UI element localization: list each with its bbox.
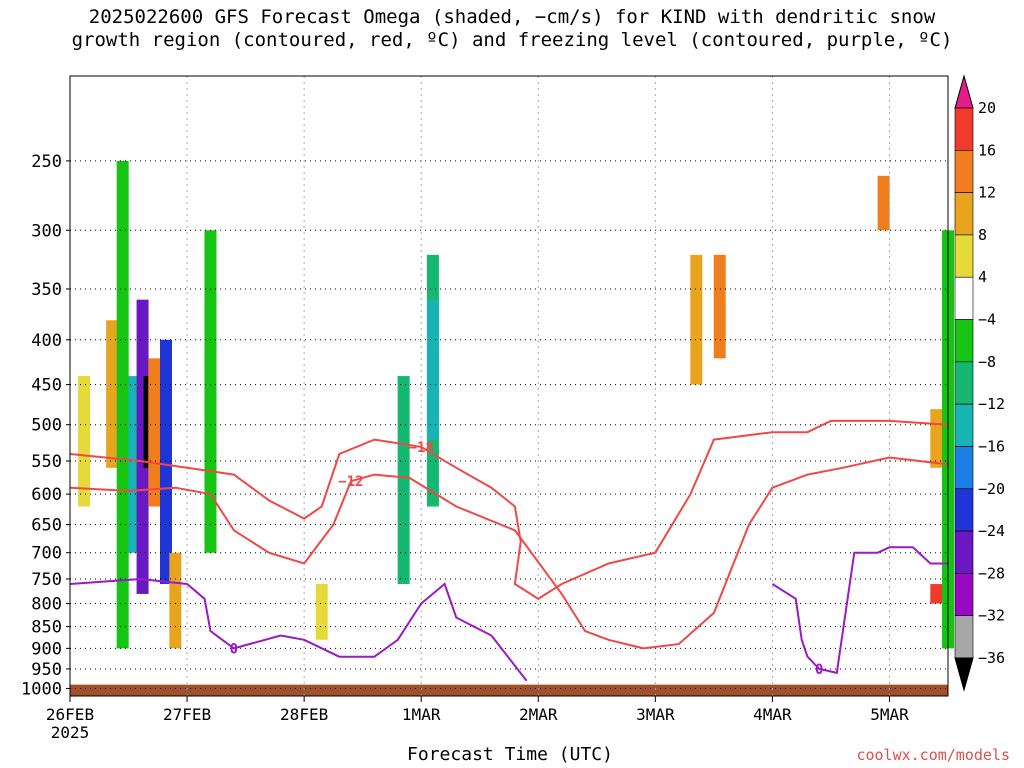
x-tick-label: 5MAR bbox=[870, 705, 909, 724]
colorbar-label: 16 bbox=[978, 141, 996, 159]
dgz-contour-label: −12 bbox=[338, 474, 363, 490]
x-tick-label: 27FEB bbox=[163, 705, 211, 724]
y-tick-label: 1000 bbox=[21, 679, 62, 699]
colorbar-bin bbox=[954, 107, 974, 151]
freezing-level-contour bbox=[69, 577, 528, 682]
y-tick-label: 300 bbox=[31, 221, 62, 241]
chart-title: 2025022600 GFS Forecast Omega (shaded, −… bbox=[0, 6, 1024, 52]
omega-cell bbox=[159, 339, 172, 585]
colorbar-label: −24 bbox=[978, 522, 1005, 540]
omega-cell bbox=[78, 376, 91, 507]
colorbar-bin bbox=[954, 319, 974, 363]
title-line-2: growth region (contoured, red, ºC) and f… bbox=[71, 29, 953, 51]
omega-cell bbox=[426, 299, 439, 440]
colorbar-label: −8 bbox=[978, 353, 996, 371]
omega-cell bbox=[397, 376, 410, 585]
colorbar: 20 16 12 8 4 −4 −8 −12 −16 −20 −24 −28 −32 −36 bbox=[954, 74, 1005, 692]
colorbar-bin bbox=[954, 530, 974, 574]
colorbar-bin bbox=[954, 361, 974, 405]
colorbar-label: −32 bbox=[978, 607, 1005, 625]
y-axis: 2503003504004505005506006507007508008509… bbox=[21, 152, 70, 699]
y-tick-label: 600 bbox=[31, 485, 62, 505]
colorbar-bin bbox=[954, 403, 974, 447]
y-tick-label: 650 bbox=[31, 516, 62, 536]
colorbar-label: −4 bbox=[978, 311, 996, 329]
omega-cell bbox=[169, 552, 182, 649]
y-tick-label: 800 bbox=[31, 595, 62, 615]
colorbar-label: −16 bbox=[978, 437, 1005, 455]
colorbar-bin bbox=[954, 276, 974, 320]
x-tick-label: 3MAR bbox=[636, 705, 675, 724]
colorbar-bin bbox=[954, 234, 974, 278]
omega-shading bbox=[78, 160, 954, 649]
freezing-level-contour-label: 0 bbox=[230, 641, 238, 657]
colorbar-label: −20 bbox=[978, 480, 1005, 498]
omega-cell bbox=[315, 584, 328, 640]
colorbar-bin bbox=[954, 192, 974, 236]
x-axis-label: Forecast Time (UTC) bbox=[407, 744, 613, 765]
colorbar-label: 8 bbox=[978, 226, 987, 244]
contour-lines: −18 −12 0 0 bbox=[69, 419, 949, 682]
ground-layer bbox=[70, 684, 948, 696]
x-tick-sublabel: 2025 bbox=[51, 723, 90, 742]
colorbar-bin bbox=[954, 488, 974, 532]
y-tick-label: 700 bbox=[31, 544, 62, 564]
dgz-contour bbox=[69, 419, 949, 600]
omega-cell bbox=[106, 320, 119, 468]
x-tick-label: 28FEB bbox=[280, 705, 328, 724]
y-tick-label: 850 bbox=[31, 618, 62, 638]
title-line-1: 2025022600 GFS Forecast Omega (shaded, −… bbox=[88, 6, 936, 28]
colorbar-bottom-arrow bbox=[954, 657, 974, 692]
y-tick-label: 950 bbox=[31, 660, 62, 680]
colorbar-label: −28 bbox=[978, 564, 1005, 582]
colorbar-label: −36 bbox=[978, 649, 1005, 667]
colorbar-bin bbox=[954, 150, 974, 193]
colorbar-top-arrow bbox=[954, 74, 974, 109]
y-tick-label: 400 bbox=[31, 331, 62, 351]
omega-cell bbox=[136, 299, 149, 594]
omega-cell bbox=[930, 584, 943, 604]
colorbar-label: 12 bbox=[978, 184, 996, 202]
y-tick-label: 450 bbox=[31, 376, 62, 396]
y-tick-label: 750 bbox=[31, 570, 62, 590]
colorbar-label: −12 bbox=[978, 395, 1005, 413]
y-tick-label: 250 bbox=[31, 152, 62, 172]
x-tick-label: 4MAR bbox=[753, 705, 792, 724]
colorbar-label: 4 bbox=[978, 268, 987, 286]
freezing-level-contour bbox=[771, 546, 948, 675]
x-tick-label: 26FEB bbox=[46, 705, 94, 724]
omega-cell bbox=[690, 254, 703, 385]
x-tick-label: 2MAR bbox=[519, 705, 558, 724]
credit-link[interactable]: coolwx.com/models bbox=[856, 746, 1010, 764]
omega-cell bbox=[116, 160, 129, 649]
grid-lines bbox=[69, 76, 948, 696]
omega-cell bbox=[713, 254, 726, 359]
omega-cell bbox=[204, 230, 217, 553]
ground-fill bbox=[70, 684, 948, 696]
y-tick-label: 500 bbox=[31, 416, 62, 436]
x-tick-label: 1MAR bbox=[402, 705, 441, 724]
omega-cell bbox=[930, 409, 943, 468]
omega-cell bbox=[148, 358, 161, 507]
y-tick-label: 350 bbox=[31, 280, 62, 300]
omega-cell bbox=[877, 175, 890, 231]
colorbar-bin bbox=[954, 446, 974, 490]
plot-frame bbox=[69, 75, 949, 697]
colorbar-bin bbox=[954, 573, 974, 616]
dgz-contour bbox=[69, 456, 949, 650]
freezing-level-contour-label: 0 bbox=[815, 662, 823, 678]
y-tick-label: 900 bbox=[31, 639, 62, 659]
colorbar-label: 20 bbox=[978, 99, 996, 117]
colorbar-bin bbox=[954, 615, 974, 659]
y-tick-label: 550 bbox=[31, 452, 62, 472]
dgz-contour-label: −18 bbox=[409, 440, 434, 456]
